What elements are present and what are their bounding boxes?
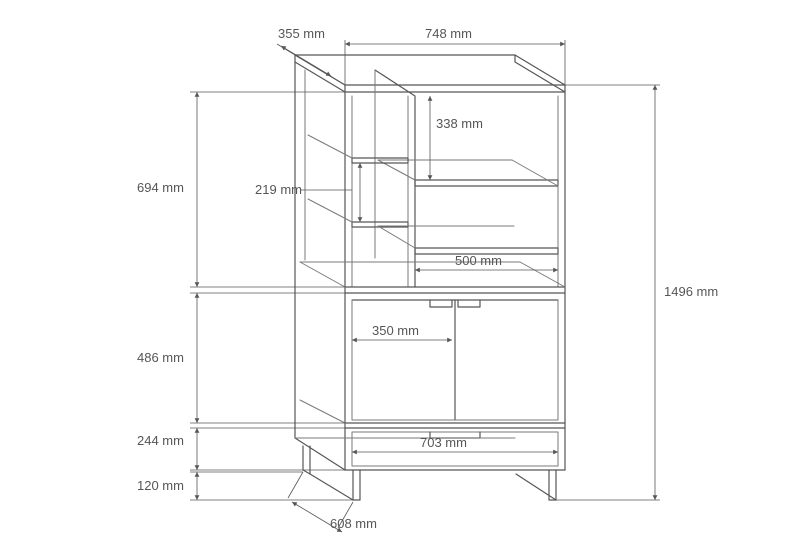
dim-leg-height: 120 mm <box>137 472 353 500</box>
dim-label: 748 mm <box>425 26 472 41</box>
dim-shelf-gap-small: 219 mm <box>255 163 360 222</box>
dim-drawer-height: 244 mm <box>137 428 345 470</box>
dim-doors-height: 486 mm <box>137 293 345 423</box>
dim-label: 1496 mm <box>664 284 718 299</box>
dim-label: 703 mm <box>420 435 467 450</box>
dim-label: 338 mm <box>436 116 483 131</box>
dim-label: 608 mm <box>330 516 377 531</box>
dim-label: 500 mm <box>455 253 502 268</box>
dim-label: 120 mm <box>137 478 184 493</box>
dim-shelf-gap-upper: 338 mm <box>430 96 483 180</box>
dim-door-panel: 350 mm <box>352 323 452 340</box>
dim-base-depth: 608 mm <box>288 472 377 532</box>
technical-drawing: 355 mm 748 mm 1496 mm 338 mm 219 mm <box>0 0 800 533</box>
dim-label: 355 mm <box>278 26 325 41</box>
dim-label: 350 mm <box>372 323 419 338</box>
dim-open-height: 694 mm <box>137 92 345 287</box>
dimension-annotations: 355 mm 748 mm 1496 mm 338 mm 219 mm <box>137 26 718 532</box>
dim-label: 219 mm <box>255 182 302 197</box>
dim-label: 244 mm <box>137 433 184 448</box>
dim-total-height: 1496 mm <box>556 85 718 500</box>
dim-label: 694 mm <box>137 180 184 195</box>
dim-label: 486 mm <box>137 350 184 365</box>
